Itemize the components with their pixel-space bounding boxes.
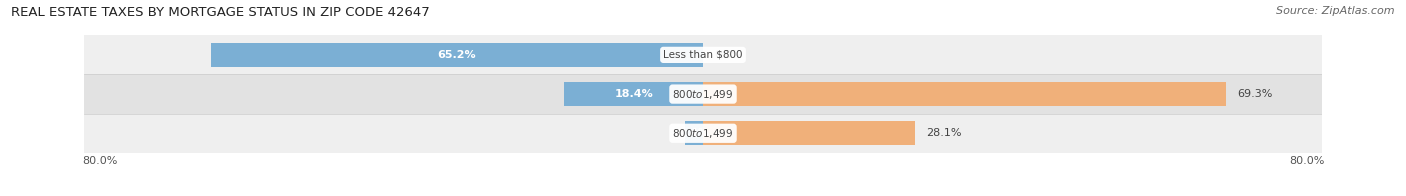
Bar: [703, 121, 915, 145]
Bar: [685, 121, 703, 145]
Text: 28.1%: 28.1%: [927, 128, 962, 138]
Text: $800 to $1,499: $800 to $1,499: [672, 88, 734, 101]
Text: Less than $800: Less than $800: [664, 50, 742, 60]
Bar: [564, 82, 703, 106]
Text: Source: ZipAtlas.com: Source: ZipAtlas.com: [1277, 6, 1395, 16]
Text: REAL ESTATE TAXES BY MORTGAGE STATUS IN ZIP CODE 42647: REAL ESTATE TAXES BY MORTGAGE STATUS IN …: [11, 6, 430, 19]
Bar: [84, 74, 1322, 114]
Text: 2.4%: 2.4%: [679, 128, 710, 138]
Text: $800 to $1,499: $800 to $1,499: [672, 127, 734, 140]
Text: 69.3%: 69.3%: [1237, 89, 1272, 99]
Text: 0.0%: 0.0%: [714, 50, 742, 60]
Bar: [703, 82, 1226, 106]
Legend: Without Mortgage, With Mortgage: Without Mortgage, With Mortgage: [585, 193, 821, 196]
Bar: [84, 35, 1322, 74]
Bar: [211, 43, 703, 67]
Bar: [84, 114, 1322, 153]
Text: 18.4%: 18.4%: [614, 89, 652, 99]
Text: 65.2%: 65.2%: [437, 50, 477, 60]
